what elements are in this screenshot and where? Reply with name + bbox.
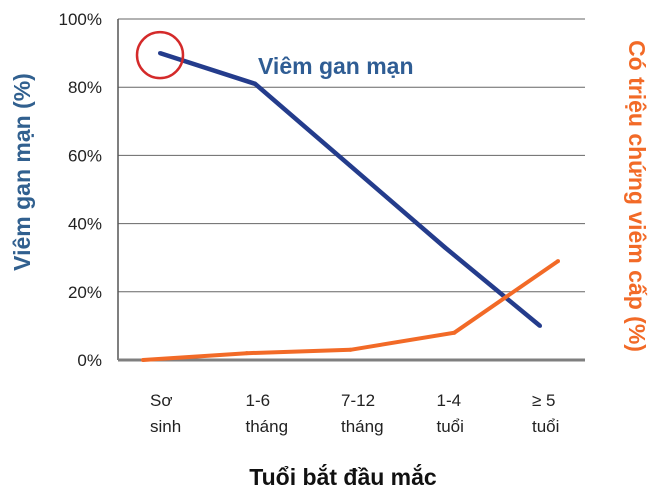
y-tick-label: 40% [68, 215, 102, 234]
y-tick-label: 80% [68, 78, 102, 97]
highlight-circle [135, 30, 185, 80]
data-point [443, 245, 447, 250]
y-tick-labels: 0% 20% 40% 60% 80% 100% [59, 10, 102, 370]
series-label: Viêm gan mạn [258, 53, 414, 79]
y-tick-label: 60% [68, 146, 102, 165]
series-line-acute-symptomatic [142, 259, 560, 362]
gridlines [118, 18, 585, 293]
series-lines [141, 50, 560, 362]
y-axis-title: Viêm gan mạn (%) [9, 73, 35, 271]
data-point [141, 358, 145, 362]
data-point [158, 51, 162, 56]
y2-axis-title: Có triệu chứng viêm cấp (%) [624, 40, 650, 352]
y-tick-label: 0% [77, 351, 102, 370]
data-point [452, 330, 457, 335]
data-point [253, 81, 257, 86]
series-line-chronic [159, 50, 542, 328]
x-axis-title: Tuổi bắt đầu mắc [249, 463, 437, 490]
data-point [556, 259, 560, 264]
y-tick-label: 20% [68, 283, 102, 302]
data-point [244, 351, 249, 356]
annotations [135, 30, 185, 80]
data-point [348, 163, 352, 168]
data-point [348, 347, 353, 352]
data-point [538, 323, 542, 328]
y-tick-label: 100% [59, 10, 102, 29]
